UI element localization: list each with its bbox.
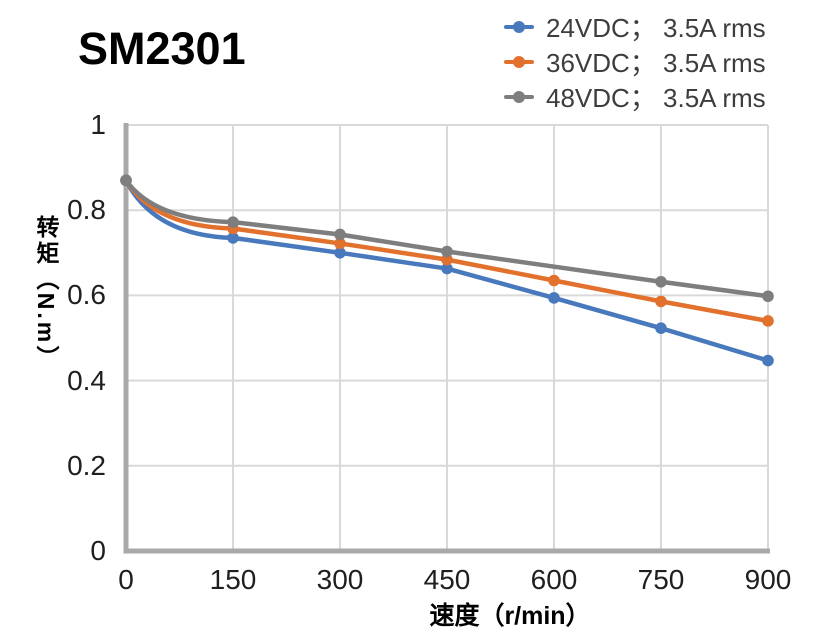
data-point-marker [334,237,346,250]
data-point-marker [441,262,453,275]
legend-marker-icon [504,20,534,33]
y-tick-label: 1 [90,109,106,140]
legend-item: 24VDC； 3.5A rms [504,9,766,44]
data-point-marker [227,232,239,244]
x-tick-label: 600 [530,564,578,595]
legend-label: 24VDC； 3.5A rms [546,13,766,43]
data-point-marker [334,228,346,241]
data-point-marker [655,295,667,308]
data-point-marker [334,247,346,259]
y-tick-label: 0.6 [67,279,106,311]
legend-label: 36VDC； 3.5A rms [546,48,766,78]
legend-item: 36VDC； 3.5A rms [504,44,766,79]
data-point-marker [441,253,453,266]
legend-label: 48VDC； 3.5A rms [546,83,766,113]
data-point-marker [762,290,774,303]
data-point-marker [548,292,560,304]
data-point-marker [655,275,667,288]
legend-marker-icon [504,55,534,68]
data-point-marker [762,354,774,367]
legend-item: 48VDC； 3.5A rms [504,79,766,114]
x-axis-title: 速度（r/min） [429,602,591,630]
data-point-marker [227,216,239,228]
data-point-marker [441,245,453,258]
x-tick-label: 450 [423,564,471,595]
axes [123,123,770,554]
data-point-marker [762,315,774,327]
data-point-marker [120,174,132,187]
x-tick-label: 300 [316,564,364,595]
x-tick-label: 0 [118,564,134,595]
x-tick-label: 750 [637,564,685,595]
y-tick-label: 0.8 [67,194,106,226]
x-tick-label: 900 [744,564,792,595]
data-point-marker [655,322,667,335]
series-48vdc [120,174,774,303]
gridlines [126,124,769,551]
legend: 24VDC； 3.5A rms 36VDC； 3.5A rms 48VDC； 3.5… [504,9,766,114]
y-tick-label: 0.2 [67,449,106,481]
y-axis-title: 转矩（N.m） [33,214,59,372]
legend-marker-icon [504,90,534,103]
y-tick-label: 0.4 [67,364,106,396]
y-tick-label: 0 [90,535,106,566]
chart-title: SM2301 [78,23,246,74]
data-point-marker [548,274,560,287]
x-tick-label: 150 [209,564,257,595]
